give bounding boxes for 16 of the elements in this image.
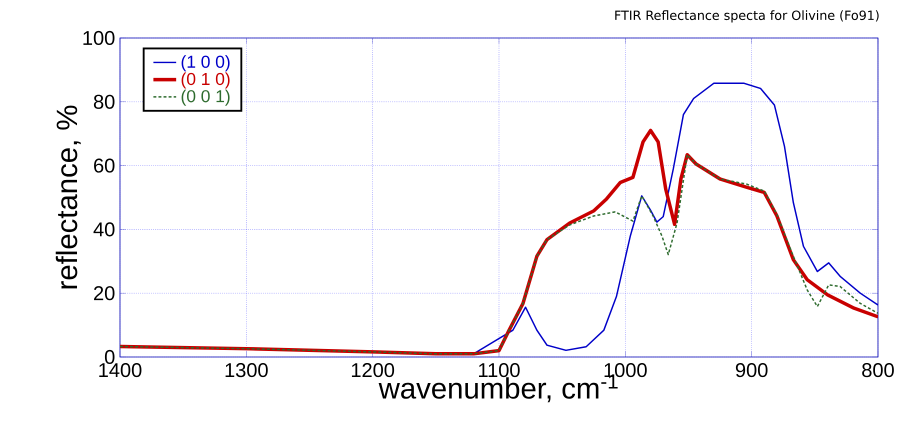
y-tick-label: 60 (94, 158, 114, 173)
x-tick-label: 800 (862, 363, 894, 378)
y-tick-label: 20 (94, 286, 114, 300)
legend-label: (1 0 0) (182, 55, 230, 72)
x-tick-label: 900 (736, 363, 768, 378)
chart-title: FTIR Reflectance specta for Olivine (Fo91) (615, 10, 879, 23)
x-tick-label: 1300 (226, 363, 268, 378)
y-tick-label: 0 (104, 350, 114, 364)
y-tick-label: 40 (94, 222, 114, 236)
y-axis-title: reflectance, % (56, 106, 81, 288)
legend-label: (0 0 1) (182, 90, 230, 106)
x-tick-label: 1100 (479, 363, 520, 378)
x-tick-label: 1400 (99, 363, 142, 378)
legend-label: (0 1 0) (182, 72, 230, 89)
y-tick-label: 100 (83, 30, 114, 46)
y-tick-label: 80 (94, 94, 114, 109)
